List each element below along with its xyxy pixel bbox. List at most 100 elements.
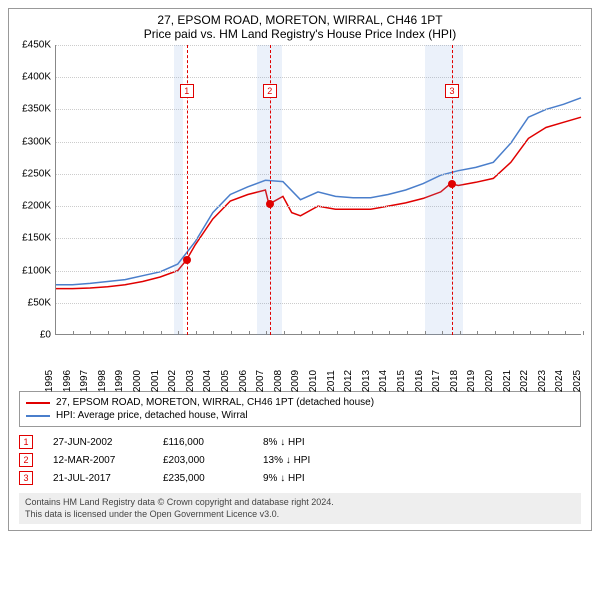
y-tick-label: £200K [22, 201, 51, 212]
sale-number-box: 1 [19, 435, 33, 449]
series-line [55, 98, 581, 285]
sale-row: 127-JUN-2002£116,0008% ↓ HPI [19, 433, 581, 451]
x-tick-label: 2013 [361, 370, 372, 392]
x-tick-mark [108, 331, 109, 335]
x-tick-label: 1996 [62, 370, 73, 392]
x-tick-label: 1997 [79, 370, 90, 392]
sale-point [448, 180, 456, 188]
x-tick-label: 2024 [554, 370, 565, 392]
y-tick-label: £50K [28, 297, 51, 308]
gridline [55, 206, 581, 207]
event-marker: 3 [445, 84, 459, 98]
x-tick-label: 2012 [343, 370, 354, 392]
x-tick-label: 2001 [150, 370, 161, 392]
y-axis: £0£50K£100K£150K£200K£250K£300K£350K£400… [9, 45, 55, 335]
legend-label: HPI: Average price, detached house, Wirr… [56, 410, 248, 421]
x-tick-label: 2023 [537, 370, 548, 392]
x-tick-label: 2009 [290, 370, 301, 392]
x-tick-label: 2015 [396, 370, 407, 392]
sale-date: 21-JUL-2017 [53, 473, 143, 484]
sale-price: £116,000 [163, 437, 243, 448]
chart-container: 27, EPSOM ROAD, MORETON, WIRRAL, CH46 1P… [8, 8, 592, 531]
y-tick-label: £0 [40, 330, 51, 341]
plot-area: 123 [55, 45, 581, 335]
x-tick-label: 1995 [44, 370, 55, 392]
x-tick-mark [513, 331, 514, 335]
x-tick-mark [301, 331, 302, 335]
x-tick-mark [161, 331, 162, 335]
x-tick-label: 2022 [519, 370, 530, 392]
event-marker: 2 [263, 84, 277, 98]
x-tick-label: 2021 [502, 370, 513, 392]
sale-point [183, 256, 191, 264]
series-line [55, 117, 581, 288]
x-tick-label: 2025 [572, 370, 583, 392]
sale-delta: 8% ↓ HPI [263, 437, 353, 448]
footer: Contains HM Land Registry data © Crown c… [19, 493, 581, 524]
sale-number-box: 2 [19, 453, 33, 467]
footer-line2: This data is licensed under the Open Gov… [25, 509, 575, 521]
x-tick-mark [90, 331, 91, 335]
x-tick-label: 2017 [431, 370, 442, 392]
x-tick-mark [73, 331, 74, 335]
x-tick-mark [55, 331, 56, 335]
x-tick-mark [319, 331, 320, 335]
x-tick-mark [284, 331, 285, 335]
sale-point [266, 200, 274, 208]
gridline [55, 174, 581, 175]
x-tick-label: 2014 [378, 370, 389, 392]
x-tick-mark [565, 331, 566, 335]
x-tick-mark [583, 331, 584, 335]
x-tick-mark [337, 331, 338, 335]
gridline [55, 45, 581, 46]
x-tick-label: 2000 [132, 370, 143, 392]
x-tick-mark [407, 331, 408, 335]
sale-row: 212-MAR-2007£203,00013% ↓ HPI [19, 451, 581, 469]
gridline [55, 303, 581, 304]
sale-price: £235,000 [163, 473, 243, 484]
x-tick-mark [196, 331, 197, 335]
x-tick-mark [143, 331, 144, 335]
footer-line1: Contains HM Land Registry data © Crown c… [25, 497, 575, 509]
y-tick-label: £250K [22, 168, 51, 179]
x-tick-label: 1999 [114, 370, 125, 392]
x-tick-label: 2006 [238, 370, 249, 392]
y-tick-label: £150K [22, 233, 51, 244]
sale-number-box: 3 [19, 471, 33, 485]
x-tick-mark [425, 331, 426, 335]
x-tick-mark [460, 331, 461, 335]
y-axis-line [55, 45, 56, 335]
x-axis: 1995199619971998199920002001200220032004… [55, 335, 581, 385]
x-tick-label: 1998 [97, 370, 108, 392]
gridline [55, 238, 581, 239]
x-tick-mark [213, 331, 214, 335]
sale-delta: 9% ↓ HPI [263, 473, 353, 484]
y-tick-label: £350K [22, 104, 51, 115]
x-tick-label: 2005 [220, 370, 231, 392]
x-tick-mark [495, 331, 496, 335]
x-tick-mark [266, 331, 267, 335]
legend-row: 27, EPSOM ROAD, MORETON, WIRRAL, CH46 1P… [26, 396, 574, 409]
y-tick-label: £100K [22, 265, 51, 276]
legend: 27, EPSOM ROAD, MORETON, WIRRAL, CH46 1P… [19, 391, 581, 427]
x-tick-mark [530, 331, 531, 335]
sale-price: £203,000 [163, 455, 243, 466]
legend-swatch [26, 415, 50, 417]
legend-swatch [26, 402, 50, 404]
x-tick-label: 2020 [484, 370, 495, 392]
x-tick-mark [477, 331, 478, 335]
y-tick-label: £450K [22, 40, 51, 51]
x-tick-label: 2018 [449, 370, 460, 392]
gridline [55, 142, 581, 143]
y-tick-label: £300K [22, 136, 51, 147]
x-tick-label: 2010 [308, 370, 319, 392]
chart-title: 27, EPSOM ROAD, MORETON, WIRRAL, CH46 1P… [9, 9, 591, 27]
legend-label: 27, EPSOM ROAD, MORETON, WIRRAL, CH46 1P… [56, 397, 374, 408]
x-tick-label: 2019 [466, 370, 477, 392]
x-tick-label: 2008 [273, 370, 284, 392]
x-tick-label: 2004 [202, 370, 213, 392]
gridline [55, 109, 581, 110]
y-tick-label: £400K [22, 72, 51, 83]
x-tick-mark [442, 331, 443, 335]
x-tick-label: 2003 [185, 370, 196, 392]
